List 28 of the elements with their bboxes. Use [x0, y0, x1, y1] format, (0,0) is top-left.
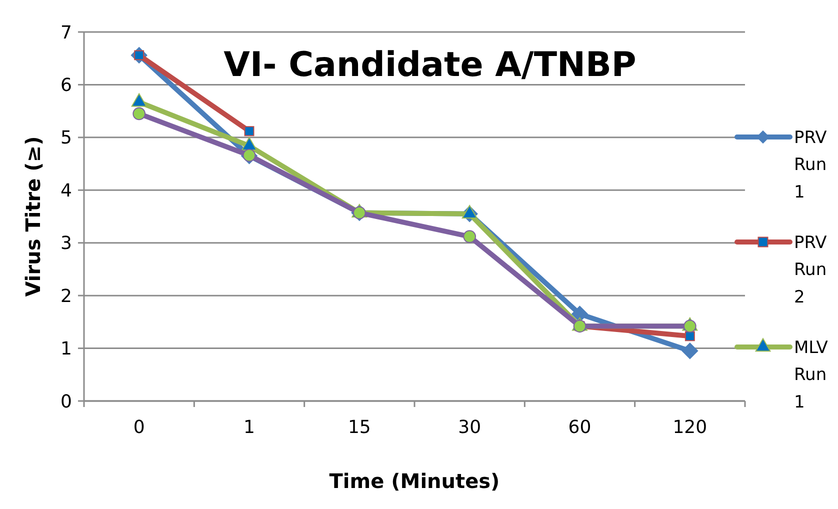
- point: [572, 306, 588, 322]
- legend-label: MLV Run 1: [794, 338, 828, 412]
- legend-label: PRV Run 1: [794, 128, 828, 202]
- y-tick-label: 1: [60, 338, 72, 360]
- point: [242, 148, 256, 162]
- y-tick-label: 0: [60, 391, 72, 412]
- x-tick-label: 30: [458, 417, 482, 438]
- point: [682, 342, 698, 360]
- x-axis-title: Time (Minutes): [329, 469, 500, 493]
- point: [132, 107, 146, 120]
- chart-title: VI- Candidate A/TNBP: [224, 45, 636, 85]
- point: [244, 126, 254, 136]
- y-tick-label: 6: [60, 75, 72, 96]
- x-tick-label: 120: [672, 417, 708, 438]
- x-tick-label: 0: [133, 417, 145, 438]
- point: [684, 320, 696, 333]
- x-tick-label: 1: [244, 417, 255, 438]
- y-axis-title: Virus Titre (≥): [21, 136, 45, 297]
- point: [463, 230, 476, 243]
- point: [684, 331, 695, 342]
- y-tick-label: 3: [60, 233, 72, 254]
- y-tick-label: 2: [60, 286, 72, 307]
- x-tick-label: 15: [348, 417, 371, 438]
- x-tick-label: 60: [568, 417, 592, 438]
- y-tick-label: 7: [60, 22, 72, 44]
- legend-label: PRV Run 2: [794, 232, 828, 308]
- y-tick-label: 4: [60, 180, 72, 202]
- y-tick-label: 5: [60, 128, 72, 149]
